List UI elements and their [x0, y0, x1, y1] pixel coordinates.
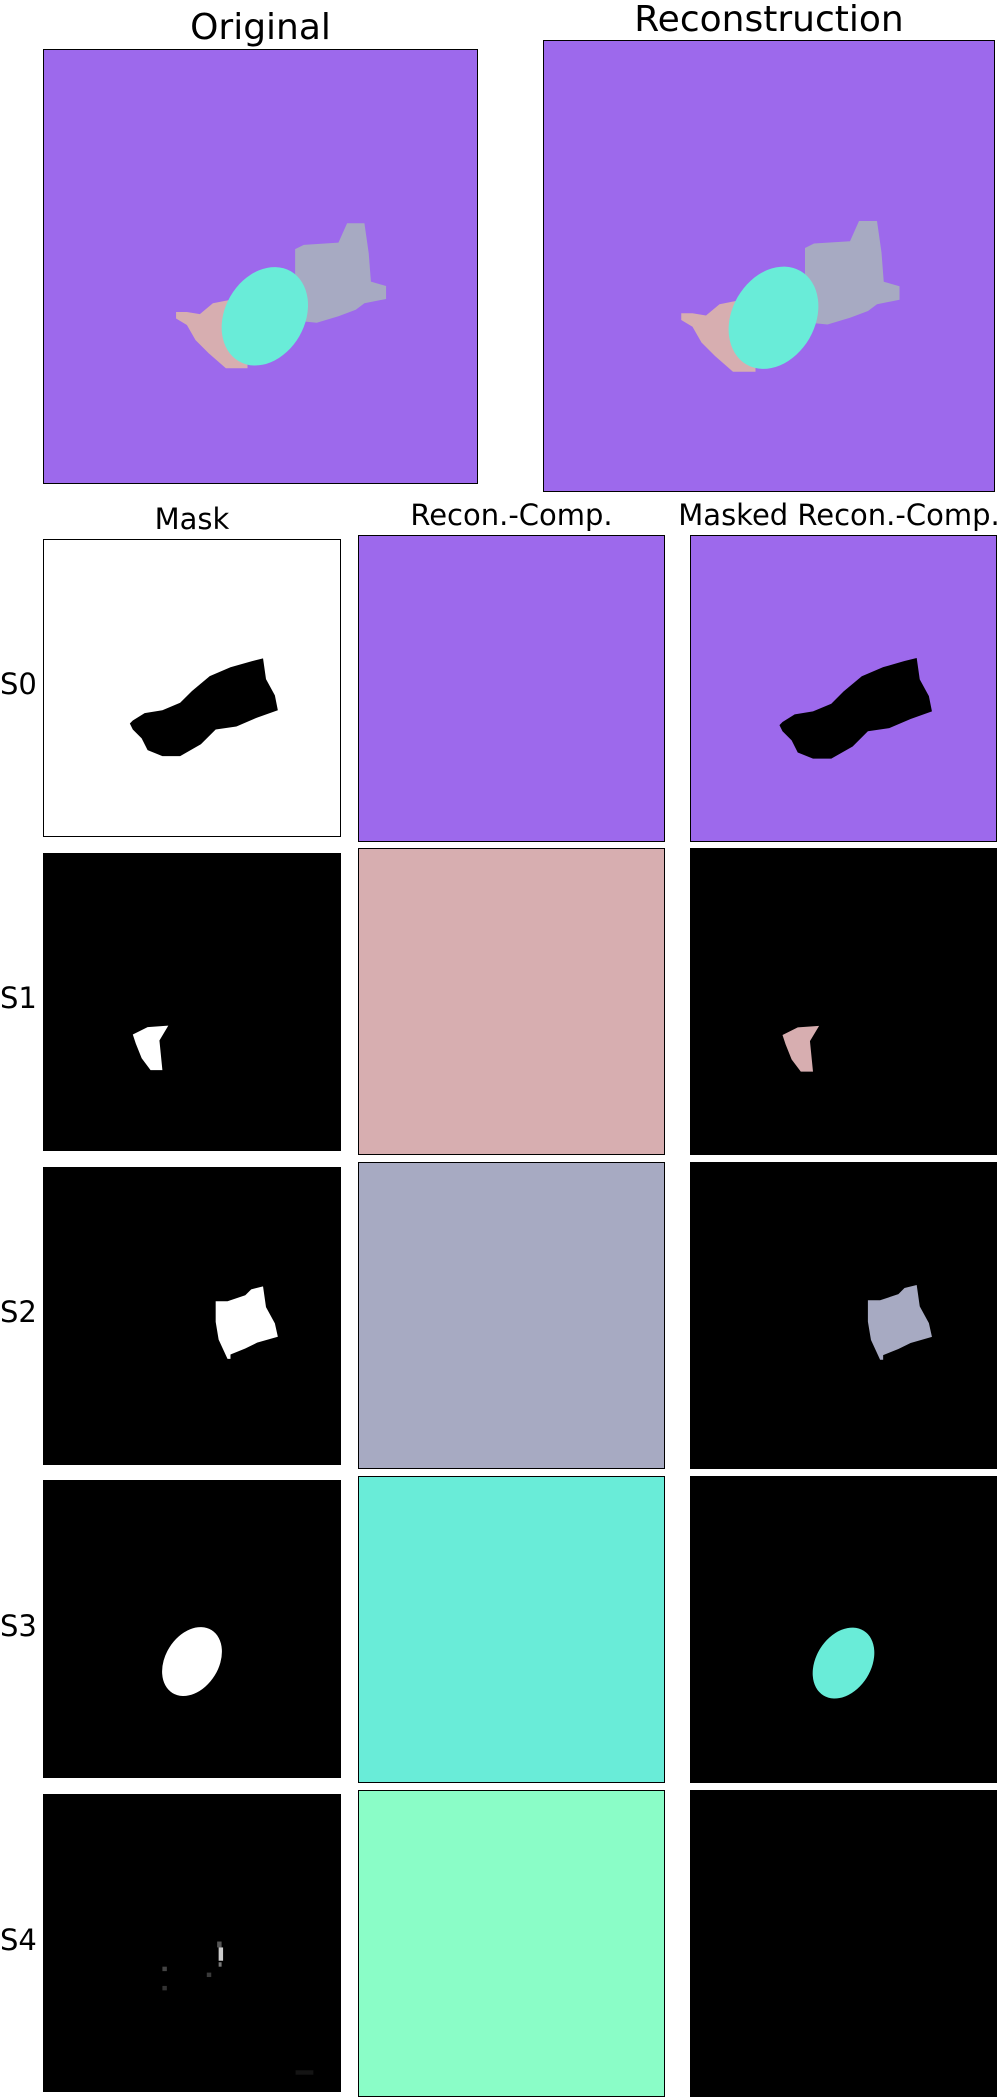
recon-comp-s4-image	[359, 1791, 664, 2096]
recon-comp-s3	[358, 1476, 665, 1783]
recon-comp-s1	[358, 848, 665, 1155]
slot-label-s1: S1	[0, 981, 37, 1015]
slot-label-s2: S2	[0, 1295, 37, 1329]
masked-recon-comp-s0-image	[691, 536, 996, 841]
mask-column-title: Mask	[154, 502, 230, 536]
masked-recon-comp-s2-image	[691, 1163, 996, 1468]
masked-recon-comp-s2	[690, 1162, 997, 1469]
mask-s0	[43, 539, 341, 837]
original-scene	[44, 50, 477, 483]
recon-comp-column-title: Recon.-Comp.	[410, 498, 613, 532]
recon-comp-s4	[358, 1790, 665, 2097]
mask-s3-image	[44, 1481, 340, 1777]
recon-comp-s3-image	[359, 1477, 664, 1782]
original-title: Original	[190, 7, 331, 48]
masked-recon-comp-s3-image	[691, 1477, 996, 1782]
mask-s4	[43, 1794, 341, 2092]
reconstruction-image	[543, 40, 995, 492]
mask-s0-image	[44, 540, 340, 836]
masked-recon-comp-s1	[690, 848, 997, 1155]
mask-s1	[43, 853, 341, 1151]
masked-recon-comp-column-title: Masked Recon.-Comp.	[678, 498, 1000, 532]
masked-recon-comp-s4	[690, 1790, 997, 2097]
original-image	[43, 49, 478, 484]
recon-comp-s0	[358, 535, 665, 842]
masked-recon-comp-s0	[690, 535, 997, 842]
masked-recon-comp-s4-image	[691, 1791, 996, 2096]
slot-label-s0: S0	[0, 667, 37, 701]
recon-comp-s0-image	[359, 536, 664, 841]
mask-s2-image	[44, 1168, 340, 1464]
slot-label-s3: S3	[0, 1609, 37, 1643]
masked-recon-comp-s1-image	[691, 849, 996, 1154]
mask-s1-image	[44, 854, 340, 1150]
recon-comp-s2-image	[359, 1163, 664, 1468]
reconstruction-title: Reconstruction	[634, 0, 904, 40]
mask-s2	[43, 1167, 341, 1465]
mask-s3	[43, 1480, 341, 1778]
recon-comp-s2	[358, 1162, 665, 1469]
slot-label-s4: S4	[0, 1923, 37, 1957]
mask-s4-image	[44, 1795, 340, 2091]
reconstruction-scene	[544, 41, 994, 491]
masked-recon-comp-s3	[690, 1476, 997, 1783]
recon-comp-s1-image	[359, 849, 664, 1154]
